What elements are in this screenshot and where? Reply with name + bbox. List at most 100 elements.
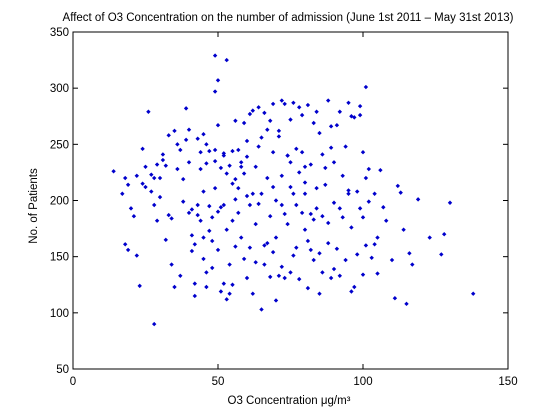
- data-point: [288, 184, 293, 190]
- data-point: [236, 147, 241, 153]
- data-point: [273, 298, 279, 303]
- data-point: [247, 111, 253, 117]
- data-point: [192, 293, 197, 299]
- y-tick-label: 300: [50, 83, 69, 95]
- data-point: [372, 242, 377, 247]
- data-point: [189, 233, 195, 238]
- data-point: [146, 109, 151, 114]
- data-point: [355, 189, 360, 194]
- data-point: [250, 291, 255, 296]
- data-point: [212, 89, 218, 94]
- data-point: [297, 105, 302, 110]
- data-point: [259, 135, 264, 140]
- data-point: [346, 191, 351, 196]
- data-point: [166, 212, 171, 218]
- data-point: [320, 270, 325, 275]
- data-point: [279, 202, 284, 208]
- data-point: [276, 134, 282, 139]
- data-point: [212, 53, 218, 58]
- data-point: [308, 211, 313, 217]
- data-point: [163, 163, 168, 168]
- data-point: [152, 321, 157, 327]
- data-point: [343, 144, 348, 149]
- data-point: [369, 255, 374, 260]
- data-point: [392, 296, 398, 301]
- data-point: [302, 227, 308, 232]
- data-point: [288, 117, 293, 122]
- data-point: [294, 202, 299, 208]
- data-point: [230, 218, 235, 223]
- data-point: [404, 301, 409, 307]
- data-point: [317, 251, 322, 256]
- data-point: [262, 243, 267, 248]
- data-point: [299, 210, 305, 216]
- data-point: [262, 262, 267, 267]
- data-point: [204, 284, 209, 290]
- data-point: [363, 175, 369, 181]
- data-point: [198, 218, 203, 223]
- data-point: [294, 146, 299, 152]
- data-point: [224, 227, 229, 232]
- data-point: [198, 149, 203, 155]
- data-point: [221, 202, 226, 208]
- data-point: [279, 264, 284, 269]
- data-point: [323, 165, 328, 171]
- data-point: [270, 249, 276, 255]
- data-point: [218, 289, 224, 294]
- x-tick-label: 150: [498, 376, 517, 388]
- data-point: [192, 242, 197, 247]
- data-point: [233, 244, 238, 249]
- data-point: [210, 238, 215, 244]
- data-point: [215, 209, 221, 214]
- data-point: [123, 242, 128, 247]
- data-point: [381, 205, 386, 210]
- data-point: [384, 218, 389, 223]
- data-point: [308, 162, 313, 167]
- data-point: [268, 274, 273, 280]
- data-point: [285, 221, 290, 227]
- data-point: [398, 190, 403, 195]
- data-point: [311, 257, 316, 263]
- data-point: [201, 189, 206, 194]
- data-point: [186, 210, 192, 216]
- data-point: [328, 275, 334, 281]
- data-point: [262, 110, 267, 116]
- data-point: [207, 148, 212, 154]
- data-point: [239, 235, 244, 240]
- data-point: [152, 175, 157, 181]
- data-point: [204, 270, 209, 275]
- data-point: [134, 173, 139, 178]
- data-point: [270, 184, 276, 190]
- data-point: [111, 169, 116, 174]
- data-point: [288, 160, 293, 165]
- data-point: [186, 160, 192, 165]
- data-point: [201, 256, 206, 262]
- data-point: [160, 157, 166, 163]
- data-point: [250, 191, 255, 196]
- x-axis-label: O3 Concentration μg/m³: [228, 395, 351, 407]
- data-point: [239, 160, 244, 165]
- data-point: [447, 200, 453, 205]
- data-point: [157, 194, 163, 200]
- data-point: [410, 262, 415, 267]
- data-point: [169, 216, 174, 221]
- data-point: [120, 191, 125, 196]
- data-point: [265, 240, 270, 246]
- data-point: [337, 273, 342, 278]
- data-point: [224, 171, 229, 176]
- data-point: [204, 161, 209, 166]
- data-point: [244, 154, 250, 159]
- data-point: [218, 205, 224, 210]
- data-point: [195, 202, 200, 208]
- data-point: [323, 182, 328, 187]
- data-point: [340, 215, 345, 220]
- data-point: [256, 144, 261, 149]
- data-point: [250, 108, 255, 113]
- data-point: [326, 220, 331, 226]
- data-point: [140, 181, 145, 186]
- data-point: [163, 237, 168, 243]
- data-point: [331, 266, 337, 272]
